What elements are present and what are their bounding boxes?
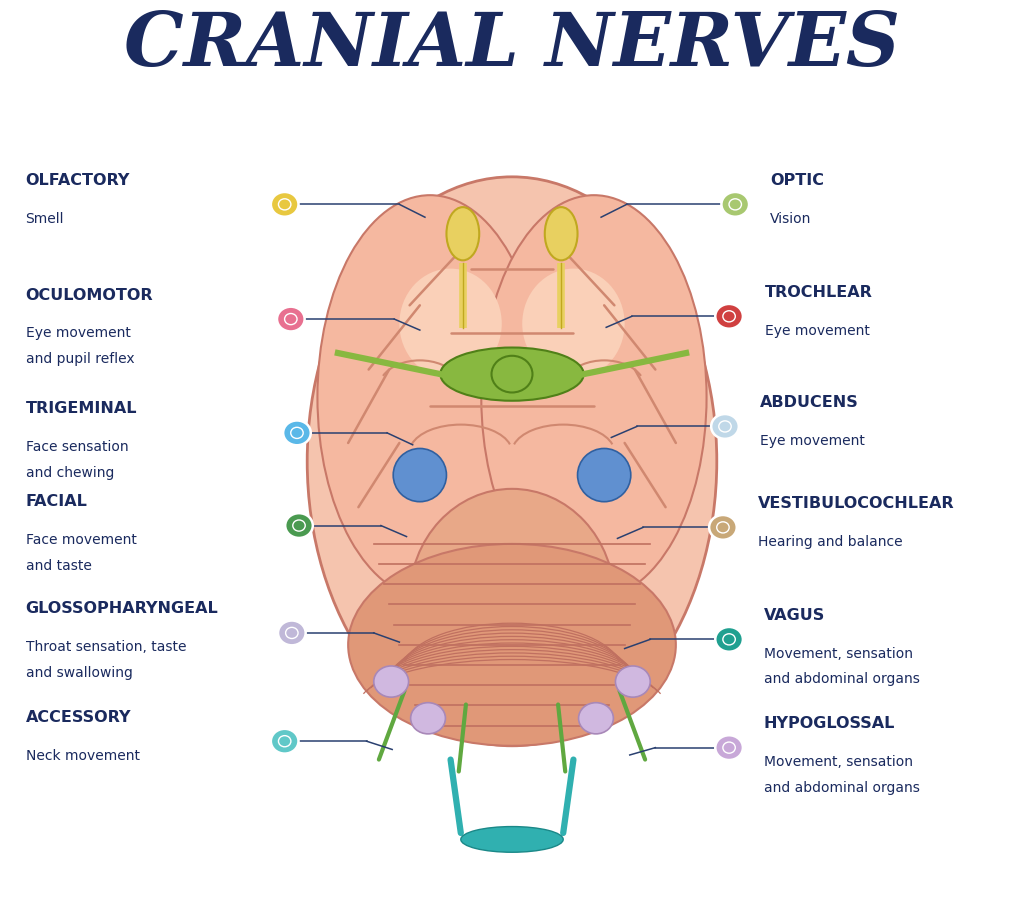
Ellipse shape [481,195,707,599]
Ellipse shape [317,195,543,599]
Ellipse shape [522,268,625,379]
Text: Eye movement: Eye movement [765,324,869,337]
Circle shape [374,666,409,697]
Ellipse shape [545,207,578,260]
Text: Movement, sensation: Movement, sensation [764,646,913,661]
Ellipse shape [446,207,479,260]
Text: Neck movement: Neck movement [26,749,139,762]
Text: VESTIBULOCOCHLEAR: VESTIBULOCOCHLEAR [758,496,954,511]
Text: Movement, sensation: Movement, sensation [764,755,913,769]
Circle shape [721,192,749,217]
Text: and taste: and taste [26,559,91,573]
Text: Eye movement: Eye movement [26,326,130,340]
Circle shape [615,666,650,697]
Text: OLFACTORY: OLFACTORY [26,172,130,188]
Ellipse shape [348,544,676,746]
Circle shape [278,621,305,645]
Text: VAGUS: VAGUS [764,608,825,623]
Circle shape [709,515,736,539]
Circle shape [492,356,532,393]
Circle shape [579,703,613,734]
Text: and abdominal organs: and abdominal organs [764,672,920,686]
Circle shape [715,304,742,329]
Text: and pupil reflex: and pupil reflex [26,352,134,366]
Text: Throat sensation, taste: Throat sensation, taste [26,640,186,655]
Ellipse shape [393,448,446,502]
Circle shape [270,192,299,217]
Text: HYPOGLOSSAL: HYPOGLOSSAL [764,716,895,731]
Ellipse shape [578,448,631,502]
Text: and chewing: and chewing [26,466,114,480]
Circle shape [411,703,445,734]
Text: TROCHLEAR: TROCHLEAR [765,285,872,300]
Circle shape [276,307,305,332]
Text: ABDUCENS: ABDUCENS [760,395,858,410]
Circle shape [283,420,311,445]
Circle shape [715,627,742,652]
Text: GLOSSOPHARYNGEAL: GLOSSOPHARYNGEAL [26,601,218,617]
Text: Vision: Vision [770,212,811,226]
Circle shape [711,414,738,439]
Ellipse shape [410,489,614,709]
Text: and abdominal organs: and abdominal organs [764,781,920,795]
Text: ACCESSORY: ACCESSORY [26,710,131,725]
Text: CRANIAL NERVES: CRANIAL NERVES [124,9,900,82]
Circle shape [270,728,299,753]
Text: Face sensation: Face sensation [26,440,128,455]
Text: OPTIC: OPTIC [770,172,824,188]
Text: Eye movement: Eye movement [760,433,864,448]
Text: TRIGEMINAL: TRIGEMINAL [26,401,137,417]
Ellipse shape [307,177,717,746]
Text: OCULOMOTOR: OCULOMOTOR [26,288,154,302]
Text: Face movement: Face movement [26,533,136,547]
Ellipse shape [440,348,584,401]
Text: Hearing and balance: Hearing and balance [758,535,902,549]
Circle shape [715,735,742,760]
Text: and swallowing: and swallowing [26,666,132,680]
Ellipse shape [399,268,502,379]
Circle shape [285,514,313,538]
Ellipse shape [461,826,563,852]
Text: FACIAL: FACIAL [26,494,87,509]
Text: Smell: Smell [26,212,65,226]
